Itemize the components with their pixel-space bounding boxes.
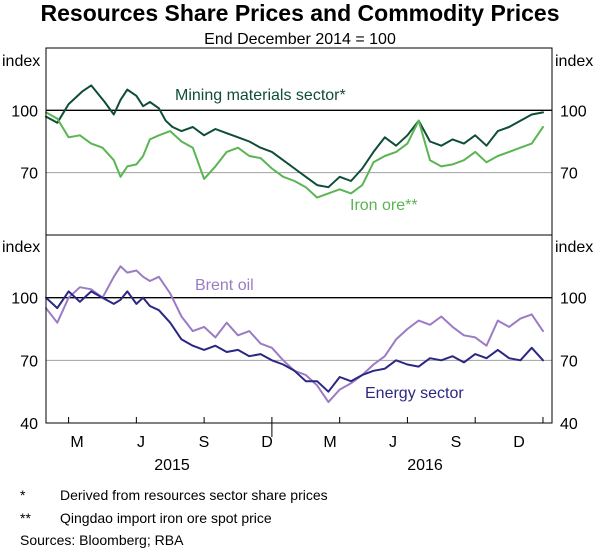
- top-left-axis-label: index: [2, 53, 40, 70]
- y-tick-left-top-70: 70: [20, 166, 38, 183]
- y-tick-left-bottom-100: 100: [11, 291, 38, 308]
- panel-frame-bottom: [45, 234, 553, 424]
- y-tick-left-bottom-40: 40: [20, 416, 38, 433]
- year-label-2015: 2015: [154, 457, 190, 474]
- top-right-axis-label: index: [555, 53, 593, 70]
- energy-series-label: Energy sector: [365, 385, 464, 402]
- y-tick-left-top-100: 100: [11, 103, 38, 120]
- x-tick-label-3: S: [199, 434, 210, 451]
- y-tick-right-bottom-40: 40: [560, 416, 578, 433]
- footnote-1-text: Derived from resources sector share pric…: [60, 487, 328, 503]
- iron-series-label: Iron ore**: [350, 197, 418, 214]
- series-line-mining: [45, 84, 544, 189]
- panel-frame-top: [45, 47, 553, 236]
- footnote-1: * Derived from resources sector share pri…: [20, 487, 328, 503]
- brent-series-label: Brent oil: [195, 277, 254, 294]
- y-tick-right-bottom-70: 70: [560, 353, 578, 370]
- footnote-2: ** Qingdao import iron ore spot price: [20, 510, 272, 526]
- x-tick-label-5: M: [323, 434, 336, 451]
- series-line-energy: [45, 290, 544, 393]
- series-line-iron: [45, 111, 544, 199]
- y-tick-right-top-100: 100: [560, 103, 587, 120]
- y-tick-right-bottom-100: 100: [560, 291, 587, 308]
- sources-note: Sources: Bloomberg; RBA: [20, 532, 184, 548]
- y-tick-right-top-70: 70: [560, 166, 578, 183]
- bottom-right-axis-label: index: [555, 239, 593, 256]
- bottom-left-axis-label: index: [2, 239, 40, 256]
- footnote-2-marker: **: [20, 510, 31, 526]
- series-line-brent: [45, 265, 544, 404]
- chart-title: Resources Share Prices and Commodity Pri…: [41, 0, 560, 26]
- x-tick-label-1: M: [70, 434, 83, 451]
- footnote-1-marker: *: [20, 487, 26, 503]
- year-label-2016: 2016: [407, 457, 443, 474]
- x-tick-label-7: S: [451, 434, 462, 451]
- footnote-2-text: Qingdao import iron ore spot price: [60, 510, 272, 526]
- x-tick-label-8: D: [513, 434, 525, 451]
- x-tick-label-4: D: [261, 434, 273, 451]
- x-tick-label-6: J: [389, 434, 397, 451]
- x-tick-label-2: J: [137, 434, 145, 451]
- y-tick-left-bottom-70: 70: [20, 353, 38, 370]
- chart-subtitle: End December 2014 = 100: [204, 31, 396, 48]
- mining-series-label: Mining materials sector*: [175, 87, 346, 104]
